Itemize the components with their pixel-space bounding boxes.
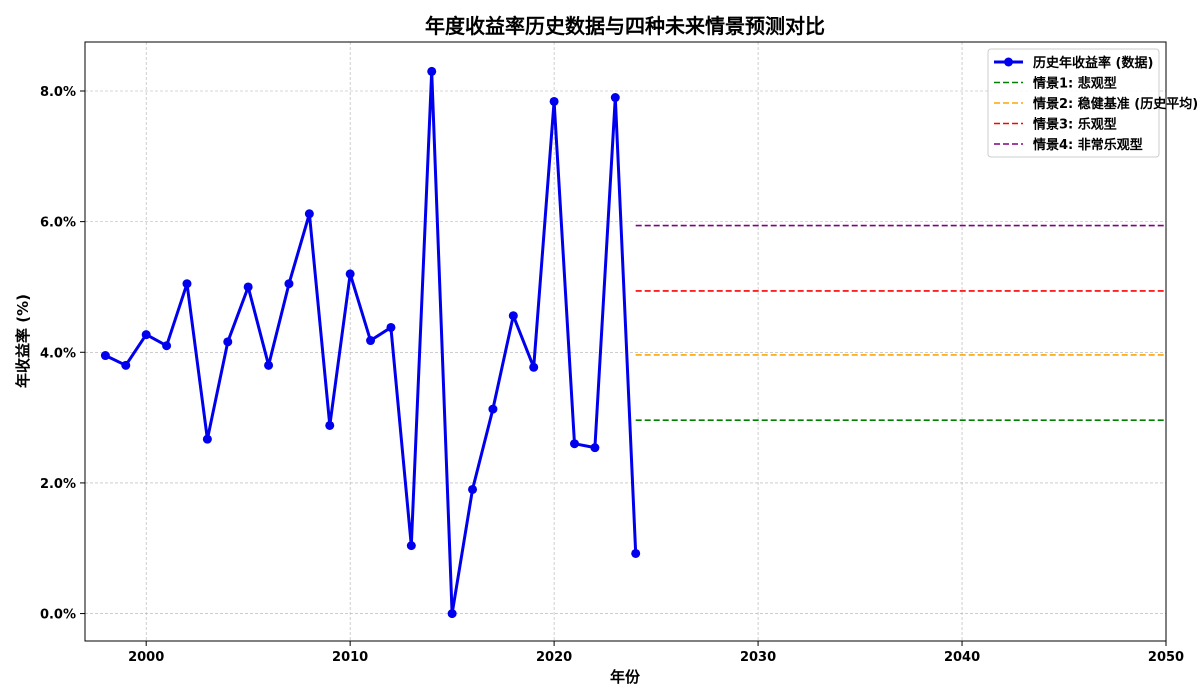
data-point	[366, 336, 376, 346]
data-point	[529, 362, 539, 372]
x-tick-label: 2000	[128, 650, 164, 665]
legend-label: 历史年收益率 (数据)	[1033, 55, 1153, 71]
y-tick-label: 8.0%	[40, 85, 76, 100]
y-axis: 0.0% 2.0% 4.0% 6.0% 8.0%	[40, 85, 85, 623]
x-axis-title: 年份	[610, 668, 641, 686]
y-tick-label: 2.0%	[40, 477, 76, 492]
data-point	[223, 337, 233, 347]
data-point	[202, 434, 212, 444]
x-axis: 2000 2010 2020 2030 2040 2050	[128, 641, 1184, 665]
data-point	[121, 360, 131, 370]
y-tick-label: 4.0%	[40, 346, 76, 361]
data-point	[325, 420, 335, 430]
series-layer	[100, 66, 1166, 619]
data-point	[100, 351, 110, 361]
data-point	[304, 209, 314, 219]
legend-marker	[1004, 57, 1013, 67]
x-tick-label: 2020	[536, 650, 572, 665]
legend-box	[987, 48, 1160, 158]
data-point	[182, 279, 192, 289]
y-tick-label: 6.0%	[40, 216, 76, 231]
data-point	[162, 341, 172, 351]
data-point	[386, 322, 396, 332]
legend-label: 情景4: 非常乐观型	[1033, 137, 1143, 153]
data-point	[284, 279, 294, 289]
data-point	[243, 282, 253, 292]
data-point	[610, 93, 620, 103]
y-axis-title: 年收益率 (%)	[14, 294, 32, 388]
data-point	[427, 66, 437, 76]
data-point	[631, 548, 641, 558]
data-point	[468, 484, 478, 494]
data-point	[264, 360, 274, 370]
data-point	[447, 609, 457, 619]
x-tick-label: 2050	[1148, 650, 1184, 665]
chart-title: 年度收益率历史数据与四种未来情景预测对比	[425, 14, 825, 38]
y-tick-label: 0.0%	[40, 608, 76, 623]
x-tick-label: 2030	[740, 650, 776, 665]
data-point	[141, 330, 151, 340]
data-point	[570, 439, 580, 449]
data-point	[406, 541, 416, 551]
data-point	[508, 311, 518, 321]
x-tick-label: 2040	[944, 650, 980, 665]
plot-frame	[84, 41, 1167, 642]
legend-label: 情景2: 稳健基准 (历史平均)	[1033, 96, 1198, 112]
x-tick-label: 2010	[332, 650, 368, 665]
legend-label: 情景3: 乐观型	[1033, 117, 1117, 133]
data-point	[549, 96, 559, 106]
legend-label: 情景1: 悲观型	[1033, 76, 1117, 92]
data-point	[488, 404, 498, 414]
data-point	[345, 269, 355, 279]
data-point	[590, 443, 600, 453]
